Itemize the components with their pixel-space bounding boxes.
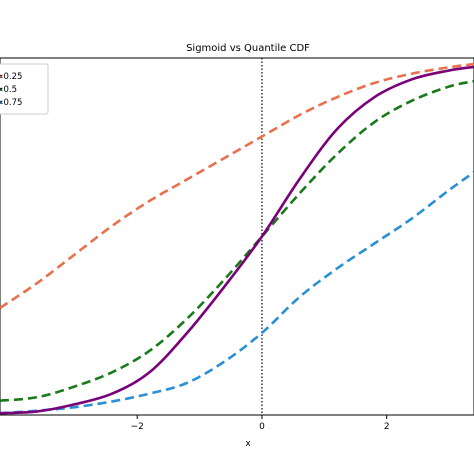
legend: q=0.25 q=0.5 q=0.75 — [0, 63, 49, 115]
series-line-q-0-5 — [0, 79, 474, 403]
x-tick-label: 2 — [384, 422, 390, 432]
series-line-solid-curve — [0, 65, 474, 415]
x-ticks: −2 0 2 — [131, 415, 390, 432]
legend-box — [0, 63, 49, 115]
plot-frame — [0, 57, 474, 416]
series-group — [0, 62, 474, 415]
chart-title: Sigmoid vs Quantile CDF — [186, 43, 310, 54]
x-axis-label: x — [245, 439, 251, 449]
legend-label-q-0-5: q=0.5 — [0, 85, 17, 95]
x-tick-label: 0 — [259, 422, 265, 432]
legend-label-q-0-25: q=0.25 — [0, 72, 22, 82]
legend-label-q-0-75: q=0.75 — [0, 98, 22, 108]
x-tick-label: −2 — [131, 422, 144, 432]
series-line-q-0-75 — [0, 171, 474, 415]
